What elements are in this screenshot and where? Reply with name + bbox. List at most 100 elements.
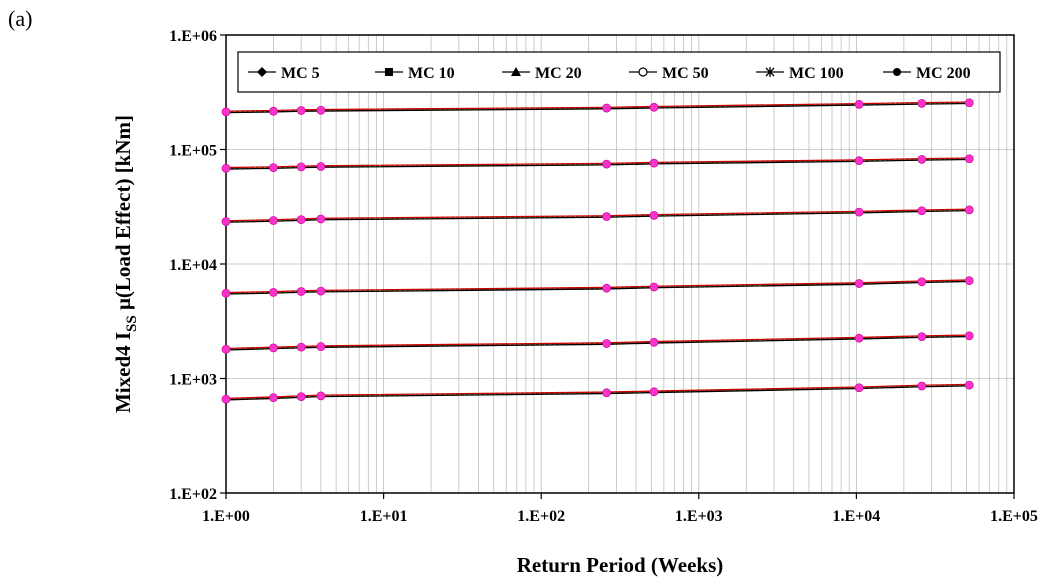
y-tick-label: 1.E+02 xyxy=(169,486,217,503)
data-point xyxy=(649,102,659,112)
legend-label: MC 20 xyxy=(535,65,582,82)
data-point xyxy=(296,162,306,172)
data-point xyxy=(296,287,306,296)
data-point xyxy=(854,207,864,217)
data-point xyxy=(917,332,927,342)
x-axis-title: Return Period (Weeks) xyxy=(517,553,723,577)
data-point xyxy=(316,342,326,351)
data-point xyxy=(854,383,864,393)
data-point xyxy=(269,163,278,172)
panel-label: (a) xyxy=(8,6,33,31)
x-tick-label: 1.E+01 xyxy=(360,508,408,525)
data-point xyxy=(854,279,864,288)
data-point xyxy=(269,216,278,225)
series-group-2 xyxy=(221,331,974,354)
data-point xyxy=(296,106,306,115)
data-point xyxy=(221,344,231,354)
y-tick-label: 1.E+04 xyxy=(169,257,217,274)
data-point xyxy=(602,339,611,348)
legend-label: MC 10 xyxy=(408,65,455,82)
y-tick-label: 1.E+05 xyxy=(169,143,217,160)
x-tick-label: 1.E+00 xyxy=(202,508,250,525)
data-point xyxy=(269,106,278,116)
x-tick-label: 1.E+03 xyxy=(675,508,723,525)
legend: MC 5 MC 10 MC 20 MC 50 MC 100 MC 200 xyxy=(237,51,1001,93)
series-group-4 xyxy=(221,205,974,226)
legend-label: MC 50 xyxy=(662,65,709,82)
data-point xyxy=(917,381,927,391)
data-point xyxy=(602,283,611,293)
data-point xyxy=(602,159,611,169)
series-group-1 xyxy=(221,380,974,404)
data-point xyxy=(917,206,927,216)
series-layer xyxy=(221,98,974,404)
star-marker-icon xyxy=(765,67,775,77)
data-point xyxy=(221,394,231,404)
y-axis-title: Mixed4 ISS μ(Load Effect) [kNm] xyxy=(111,115,140,413)
legend-label: MC 5 xyxy=(281,65,320,82)
data-point xyxy=(221,107,231,117)
data-point xyxy=(917,277,927,287)
data-point xyxy=(964,98,974,108)
y-axis-title-post: μ(Load Effect) [kNm] xyxy=(111,115,135,315)
data-point xyxy=(316,162,326,171)
y-axis-title-pre: Mixed4 I xyxy=(111,332,135,413)
series-group-6 xyxy=(221,98,974,117)
data-point xyxy=(649,282,659,292)
data-point xyxy=(269,287,278,297)
data-point xyxy=(269,393,278,403)
legend-item: MC 10 xyxy=(375,65,455,82)
triangle-marker-icon xyxy=(511,67,521,76)
data-point xyxy=(649,387,659,397)
data-point xyxy=(854,333,864,343)
filled-circle-marker-icon xyxy=(893,68,901,76)
data-point xyxy=(917,98,927,108)
square-marker-icon xyxy=(385,68,393,76)
data-point xyxy=(316,286,326,296)
data-point xyxy=(964,276,974,286)
data-point xyxy=(269,343,278,353)
data-point xyxy=(649,337,659,347)
data-point xyxy=(602,388,611,398)
legend-item: MC 20 xyxy=(502,65,582,82)
legend-item: MC 100 xyxy=(756,65,844,82)
data-point xyxy=(221,163,231,173)
open-circle-marker-icon xyxy=(638,67,648,77)
series-group-3 xyxy=(221,276,974,298)
data-point xyxy=(649,210,659,220)
data-point xyxy=(602,103,611,113)
data-point xyxy=(316,214,326,224)
data-point xyxy=(917,154,927,164)
data-point xyxy=(854,99,864,109)
data-point xyxy=(964,331,974,341)
data-point xyxy=(316,391,326,401)
series-group-5 xyxy=(221,154,974,173)
legend-item: MC 50 xyxy=(629,65,709,82)
y-tick-label: 1.E+06 xyxy=(169,28,217,45)
y-axis-title-sub: SS xyxy=(124,315,140,332)
data-point xyxy=(602,212,611,221)
x-tick-label: 1.E+02 xyxy=(517,508,565,525)
data-point xyxy=(221,217,231,226)
tick-labels: 1.E+00 1.E+01 1.E+02 1.E+03 1.E+04 1.E+05 1.E+… xyxy=(169,28,1038,525)
data-point xyxy=(296,392,306,401)
legend-label: MC 200 xyxy=(916,65,971,82)
data-point xyxy=(964,154,974,164)
data-point xyxy=(854,156,864,165)
data-point xyxy=(296,215,306,225)
data-point xyxy=(649,158,659,168)
y-tick-label: 1.E+03 xyxy=(169,372,217,389)
legend-box xyxy=(237,51,1001,93)
legend-label: MC 100 xyxy=(789,65,844,82)
legend-item: MC 200 xyxy=(883,65,971,82)
x-tick-label: 1.E+04 xyxy=(833,508,881,525)
data-point xyxy=(964,205,974,215)
data-point xyxy=(296,342,306,352)
x-tick-label: 1.E+05 xyxy=(990,508,1038,525)
legend-item: MC 5 xyxy=(248,65,320,82)
diamond-marker-icon xyxy=(257,67,267,77)
grid-lines xyxy=(226,35,1014,493)
data-point xyxy=(221,288,231,298)
data-point xyxy=(316,105,326,115)
